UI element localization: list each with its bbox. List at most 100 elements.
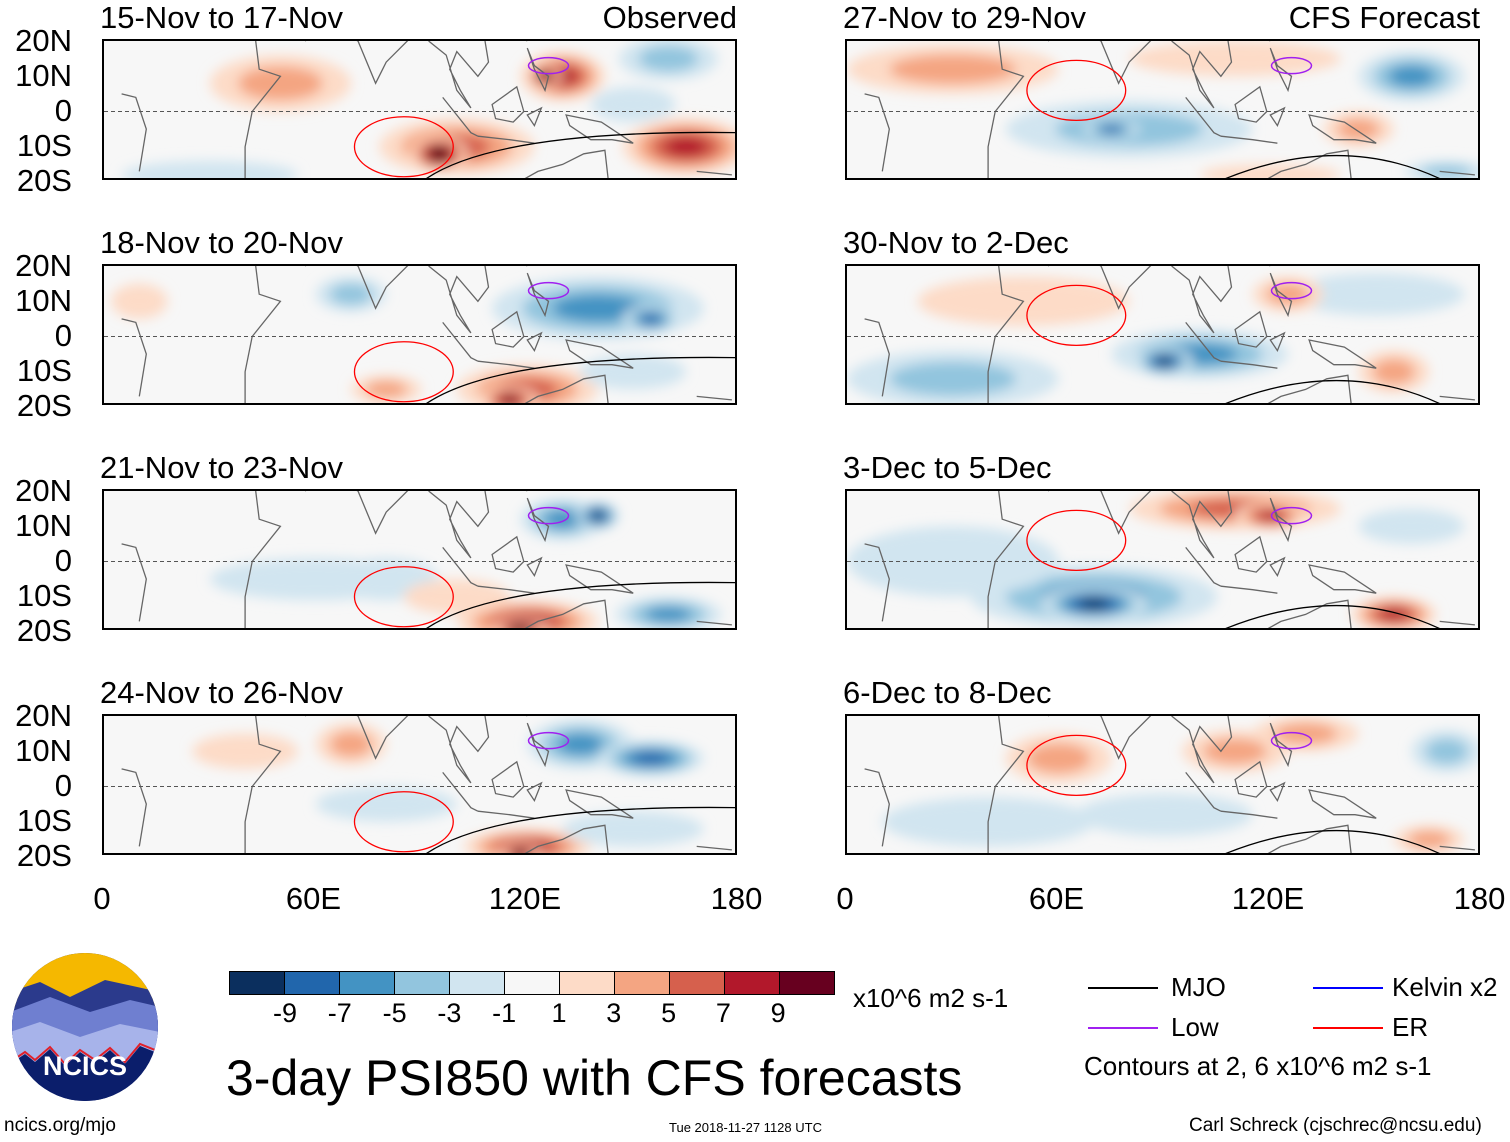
svg-text:NCICS: NCICS xyxy=(43,1051,127,1081)
colorbar-swatch xyxy=(450,972,505,994)
colorbar-swatch xyxy=(505,972,560,994)
y-tick-label: 20S xyxy=(16,163,72,198)
panel-title: 6-Dec to 8-Dec xyxy=(843,675,1052,710)
anomaly-field xyxy=(513,626,527,628)
coastline xyxy=(864,491,1475,628)
anomaly-field xyxy=(515,851,526,853)
mjo-contour xyxy=(426,131,735,178)
coastline xyxy=(864,716,1475,853)
ncics-logo: NCICS xyxy=(10,952,160,1102)
legend-mjo: MJO xyxy=(1171,972,1226,1002)
anomaly-field xyxy=(1156,357,1173,366)
x-tick-label: 120E xyxy=(488,881,562,916)
y-tick-label: 0 xyxy=(54,318,72,353)
coastline xyxy=(864,266,1475,403)
low-contour xyxy=(1270,731,1313,750)
low-contour xyxy=(1270,56,1313,75)
map-panel xyxy=(102,489,737,630)
coastline xyxy=(121,716,732,853)
anomaly-field xyxy=(590,86,676,123)
x-tick-label: 180 xyxy=(1453,881,1506,916)
anomaly-field xyxy=(1079,598,1109,609)
y-tick-label: 0 xyxy=(54,768,72,803)
panel-title: 30-Nov to 2-Dec xyxy=(843,225,1069,260)
anomaly-field xyxy=(544,510,581,529)
colorbar-label: 3 xyxy=(606,998,622,1028)
coastline xyxy=(864,41,1475,178)
anomaly-field xyxy=(192,733,299,769)
anomaly-field xyxy=(121,160,299,178)
anomaly-field xyxy=(1129,41,1341,77)
anomaly-field xyxy=(329,731,373,757)
er-contour xyxy=(353,341,454,403)
low-line-icon xyxy=(1088,1027,1158,1029)
legend-er: ER xyxy=(1392,1012,1429,1042)
anomaly-field xyxy=(1273,723,1338,745)
colorbar-swatch xyxy=(285,972,340,994)
legend-low: Low xyxy=(1171,1012,1219,1042)
kelvin-line-icon xyxy=(1313,987,1383,989)
map-panel xyxy=(845,264,1480,405)
anomaly-field xyxy=(209,557,422,601)
colorbar-label: 9 xyxy=(770,998,786,1028)
panel-title: 18-Nov to 20-Nov xyxy=(100,225,343,260)
anomaly-field xyxy=(557,733,603,755)
panel-source-label: CFS Forecast xyxy=(1288,0,1480,35)
low-contour xyxy=(1270,281,1313,300)
colorbar-swatch xyxy=(395,972,450,994)
colorbar-label: 1 xyxy=(551,998,567,1028)
map-panel xyxy=(102,39,737,180)
anomaly-field xyxy=(633,752,669,765)
mjo-contour xyxy=(1225,604,1440,628)
anomaly-field xyxy=(664,137,708,157)
panel-title: 24-Nov to 26-Nov xyxy=(100,675,343,710)
anomaly-field xyxy=(432,149,446,158)
y-tick-label: 20N xyxy=(15,473,72,508)
y-tick-label: 10N xyxy=(15,733,72,768)
anomaly-field xyxy=(889,54,1017,85)
x-tick-label: 0 xyxy=(836,881,854,916)
anomaly-field xyxy=(1076,793,1253,836)
colorbar xyxy=(229,971,835,995)
anomaly-field xyxy=(1203,738,1267,764)
er-contour xyxy=(353,116,454,178)
contour-note: Contours at 2, 6 x10^6 m2 s-1 xyxy=(1084,1051,1432,1081)
y-tick-label: 20N xyxy=(15,698,72,733)
er-contour xyxy=(353,566,454,628)
footer-timestamp: Tue 2018-11-27 1128 UTC xyxy=(669,1120,822,1135)
map-panel xyxy=(102,264,737,405)
footer-url[interactable]: ncics.org/mjo xyxy=(4,1115,116,1136)
colorbar-swatch xyxy=(340,972,395,994)
panel-title: 21-Nov to 23-Nov xyxy=(100,450,343,485)
er-contour xyxy=(1026,284,1127,346)
colorbar-swatch xyxy=(560,972,615,994)
x-tick-label: 180 xyxy=(710,881,763,916)
er-contour xyxy=(1026,734,1127,796)
y-tick-label: 10S xyxy=(16,128,72,163)
colorbar-label: -5 xyxy=(382,998,407,1028)
anomaly-field xyxy=(552,294,644,322)
y-tick-label: 20S xyxy=(16,388,72,423)
anomaly-field xyxy=(592,511,604,520)
colorbar-swatch xyxy=(670,972,725,994)
y-tick-label: 20S xyxy=(16,838,72,873)
colorbar-swatch xyxy=(725,972,780,994)
colorbar-swatch xyxy=(780,972,834,994)
y-tick-label: 10S xyxy=(16,803,72,838)
anomaly-field xyxy=(1372,359,1415,385)
colorbar-label: -1 xyxy=(492,998,517,1028)
anomaly-field xyxy=(238,66,323,101)
anomaly-field xyxy=(501,396,518,403)
anomaly-field xyxy=(365,380,408,398)
map-panel xyxy=(102,714,737,855)
anomaly-field xyxy=(329,283,373,305)
x-tick-label: 60E xyxy=(1028,881,1085,916)
anomaly-field xyxy=(1287,273,1465,316)
y-tick-label: 10N xyxy=(15,58,72,93)
anomaly-field xyxy=(111,283,168,319)
er-line-icon xyxy=(1313,1027,1383,1029)
y-tick-label: 10N xyxy=(15,508,72,543)
er-contour xyxy=(1026,59,1127,121)
x-tick-label: 0 xyxy=(93,881,111,916)
anomaly-field xyxy=(403,579,510,615)
